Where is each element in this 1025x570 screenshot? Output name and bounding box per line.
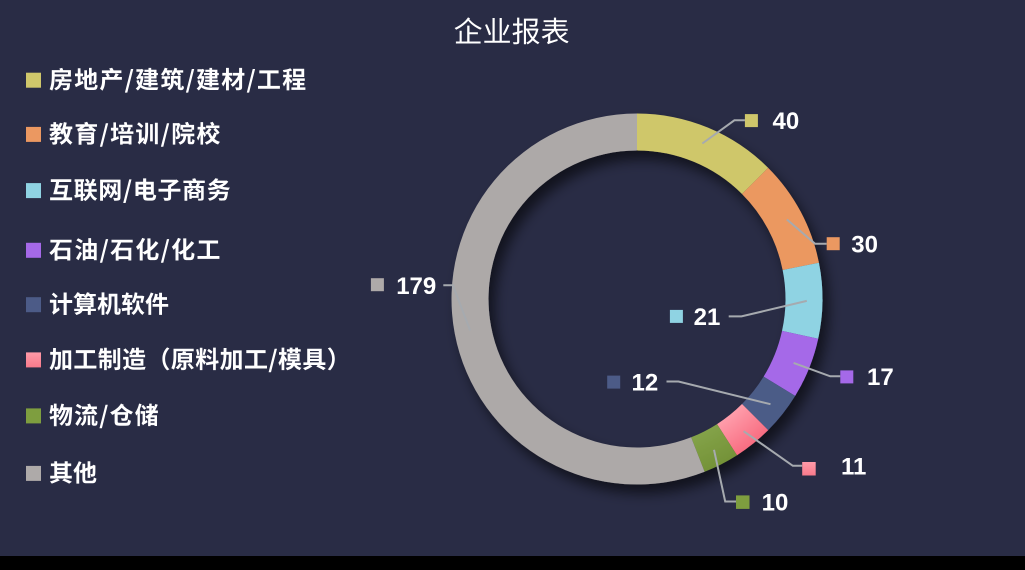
- svg-text:30: 30: [851, 232, 878, 259]
- svg-text:10: 10: [762, 489, 789, 516]
- svg-text:179: 179: [396, 273, 436, 300]
- svg-text:11: 11: [841, 453, 866, 480]
- svg-text:40: 40: [773, 108, 800, 135]
- svg-text:12: 12: [632, 369, 659, 396]
- svg-text:17: 17: [867, 364, 894, 391]
- svg-text:21: 21: [694, 304, 721, 331]
